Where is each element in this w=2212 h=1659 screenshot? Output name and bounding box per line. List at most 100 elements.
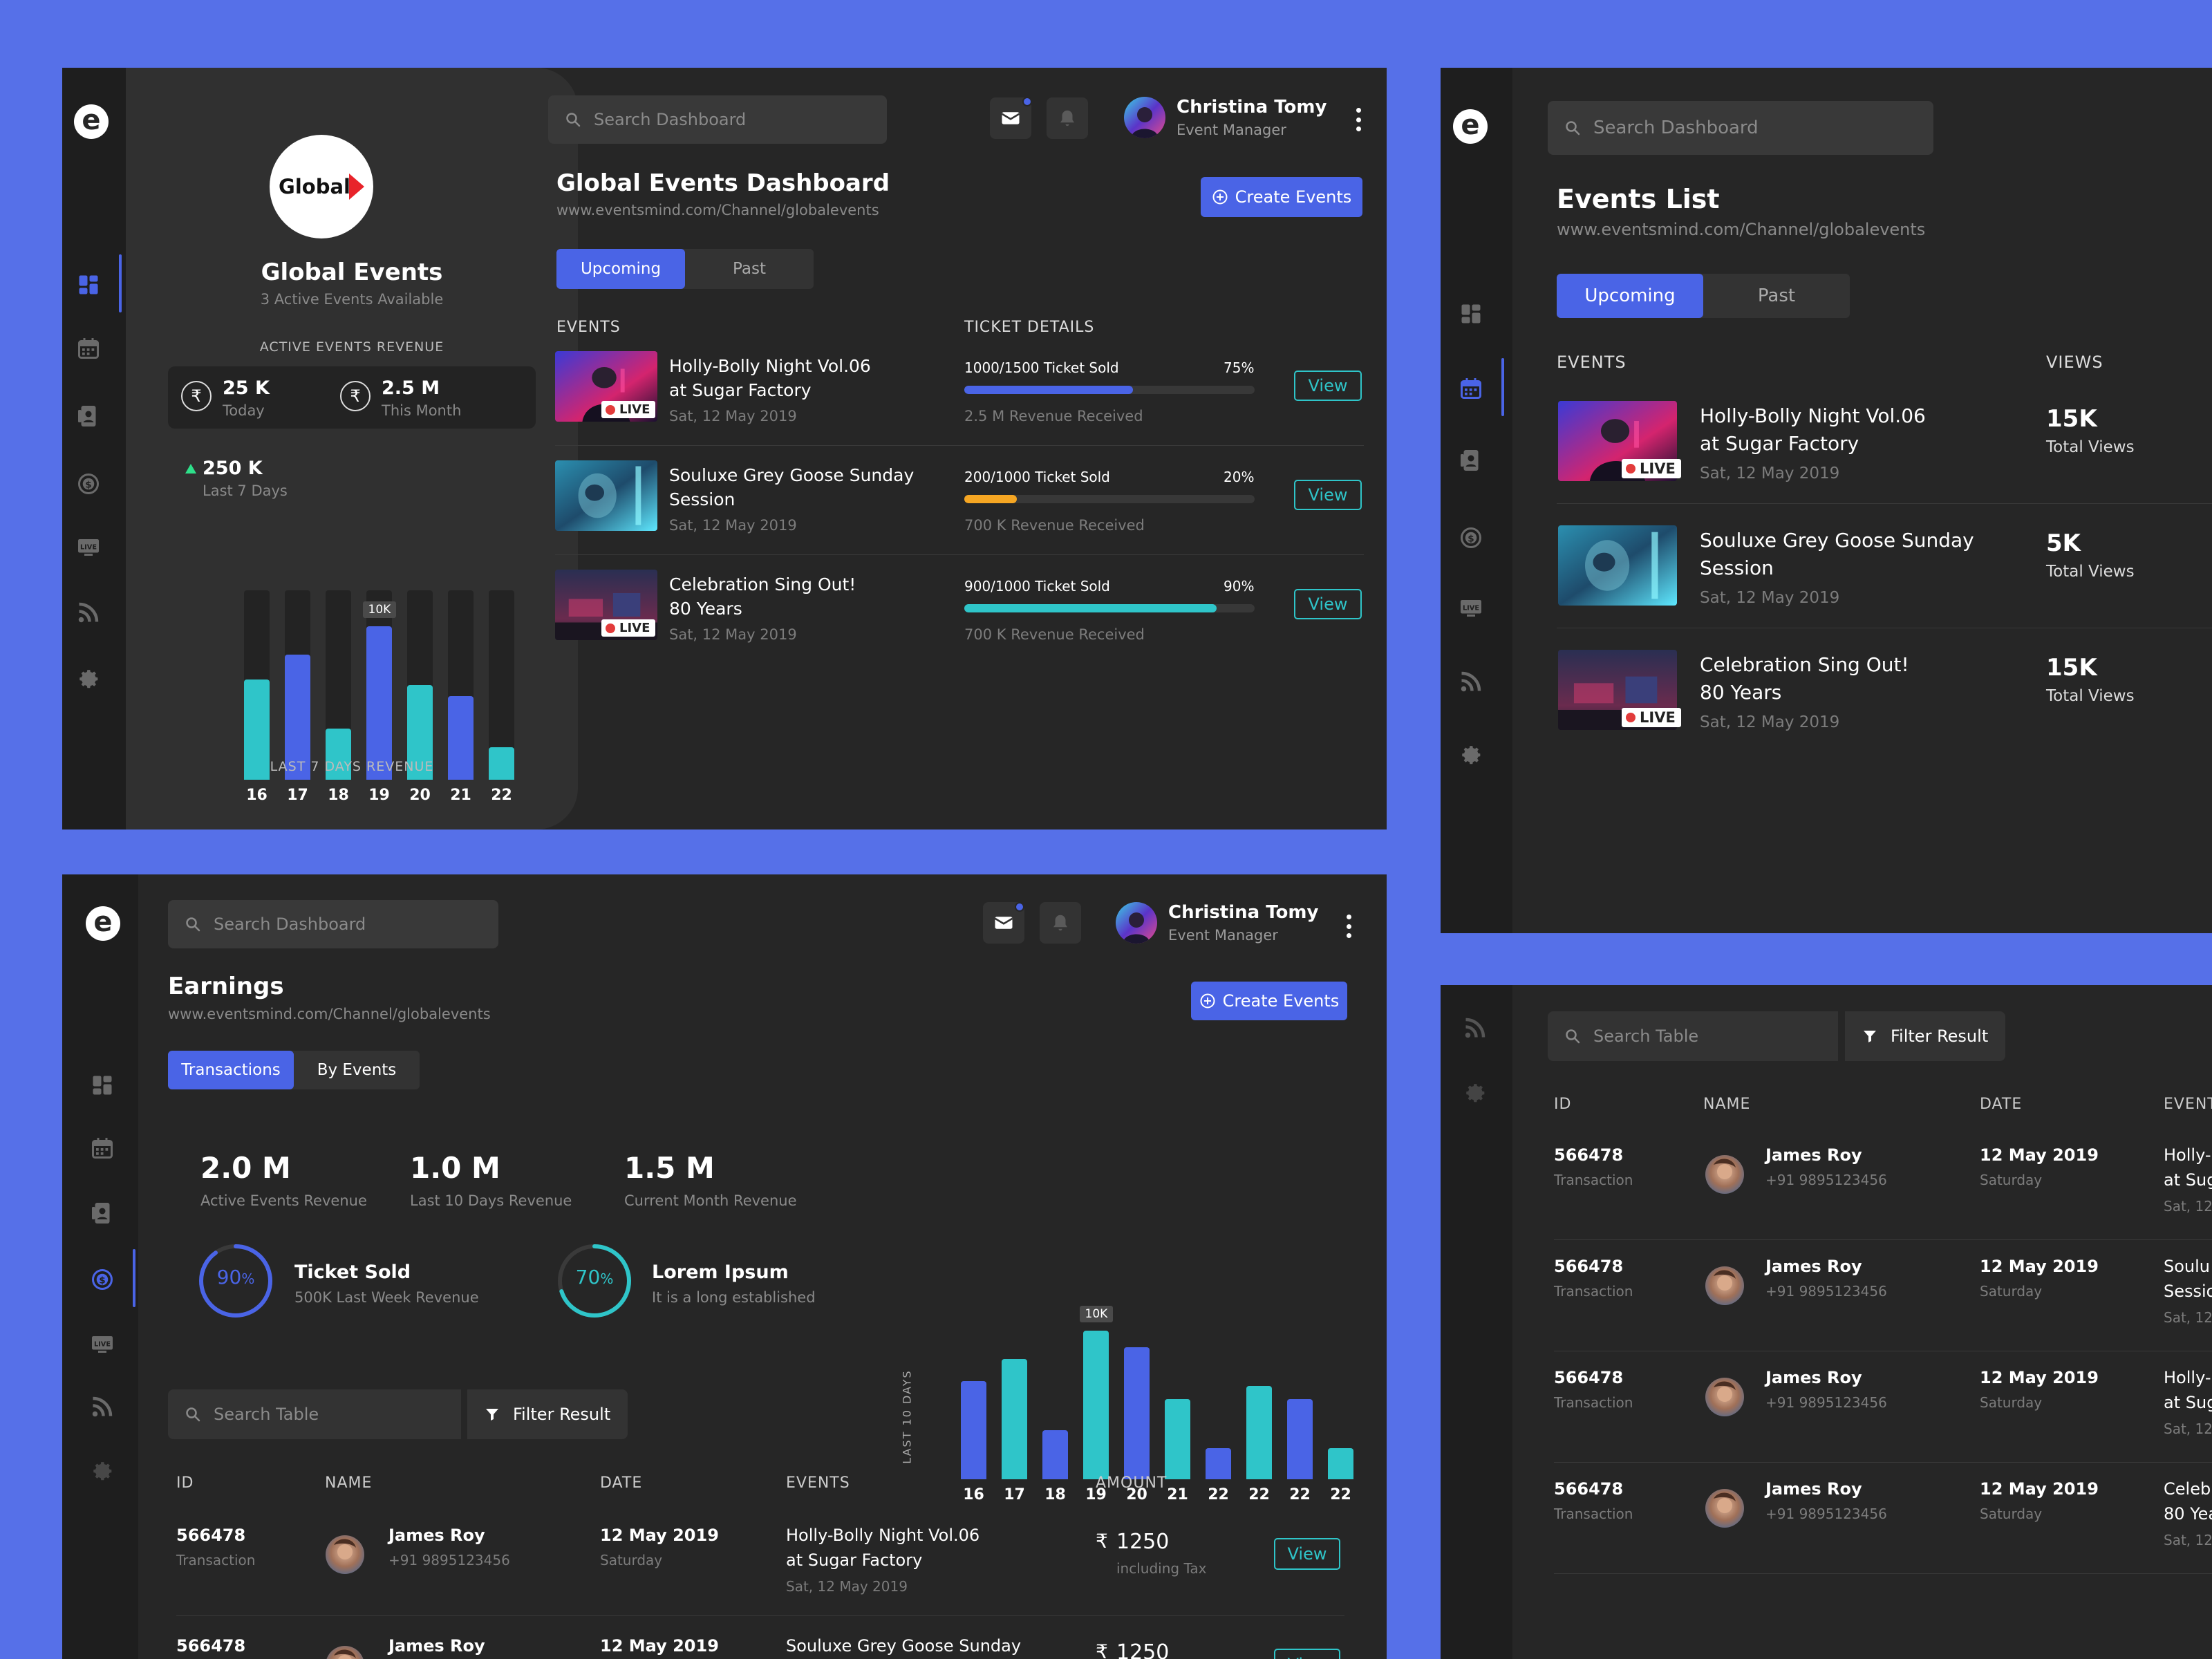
nav-contacts-icon[interactable] bbox=[88, 1199, 116, 1227]
bar[interactable] bbox=[1042, 1430, 1068, 1479]
bar[interactable] bbox=[1246, 1385, 1272, 1479]
search-input[interactable]: Search Dashboard bbox=[1548, 101, 1933, 155]
nav-dashboard-icon[interactable] bbox=[1457, 300, 1485, 328]
view-button[interactable]: View bbox=[1294, 480, 1362, 510]
notifications-button[interactable] bbox=[1047, 97, 1088, 139]
filter-result-button[interactable]: Filter Result bbox=[467, 1389, 628, 1439]
tickets-sold: 200/1000 Ticket Sold bbox=[964, 469, 1110, 485]
bell-icon bbox=[1050, 912, 1071, 933]
col-events: EVENTS bbox=[786, 1474, 850, 1492]
view-button[interactable]: View bbox=[1294, 371, 1362, 401]
filter-result-button[interactable]: Filter Result bbox=[1845, 1011, 2005, 1061]
nav-calendar-icon[interactable] bbox=[75, 335, 102, 362]
bar[interactable] bbox=[1124, 1347, 1150, 1479]
customer-name[interactable]: James Roy bbox=[388, 1526, 485, 1545]
event-name: Holly-Bolly Night Vol.06 bbox=[786, 1526, 980, 1545]
event-thumbnail[interactable] bbox=[1558, 525, 1677, 606]
event-title[interactable]: Celebration Sing Out! bbox=[1700, 653, 1909, 676]
search-input[interactable]: Search Dashboard bbox=[548, 95, 887, 144]
bar[interactable] bbox=[1328, 1447, 1353, 1479]
event-title[interactable]: Souluxe Grey Goose Sunday bbox=[669, 465, 915, 485]
tab-by-events[interactable]: By Events bbox=[317, 1061, 397, 1079]
tab-transactions[interactable]: Transactions bbox=[168, 1051, 294, 1089]
bar[interactable] bbox=[1206, 1447, 1231, 1479]
event-title[interactable]: Souluxe Grey Goose Sunday bbox=[1700, 529, 1974, 552]
bar[interactable] bbox=[244, 679, 270, 780]
nav-rss-icon[interactable] bbox=[1457, 668, 1485, 695]
customer-name[interactable]: James Roy bbox=[1765, 1479, 1862, 1499]
bar[interactable] bbox=[489, 747, 514, 780]
filter-icon bbox=[484, 1406, 500, 1423]
view-button[interactable]: View bbox=[1274, 1538, 1340, 1570]
event-title[interactable]: Celebration Sing Out! bbox=[669, 574, 856, 594]
col-date: DATE bbox=[600, 1474, 643, 1492]
view-button[interactable]: View bbox=[1294, 589, 1362, 619]
view-button[interactable]: View bbox=[1274, 1649, 1340, 1659]
search-icon bbox=[1564, 1028, 1581, 1044]
bar[interactable] bbox=[285, 655, 310, 780]
create-events-button[interactable]: Create Events bbox=[1191, 982, 1347, 1020]
tab-past[interactable]: Past bbox=[733, 260, 766, 278]
bar[interactable] bbox=[1287, 1398, 1313, 1479]
customer-name[interactable]: James Roy bbox=[388, 1636, 485, 1656]
user-avatar[interactable] bbox=[1116, 902, 1157, 944]
txn-date: 12 May 2019 bbox=[1980, 1145, 2099, 1165]
customer-name[interactable]: James Roy bbox=[1765, 1257, 1862, 1276]
nav-calendar-icon[interactable] bbox=[1457, 358, 1504, 416]
nav-contacts-icon[interactable] bbox=[1457, 447, 1485, 474]
search-icon bbox=[1564, 120, 1581, 136]
trend-up-icon bbox=[185, 464, 196, 474]
more-menu-button[interactable] bbox=[1345, 915, 1352, 938]
app-logo[interactable]: e bbox=[74, 104, 109, 139]
app-logo[interactable]: e bbox=[86, 906, 120, 941]
nav-settings-icon[interactable] bbox=[1457, 741, 1485, 769]
x-tick-label: 22 bbox=[1330, 1486, 1351, 1503]
nav-rss-icon[interactable] bbox=[1461, 1014, 1489, 1042]
bar[interactable] bbox=[961, 1381, 986, 1479]
customer-name[interactable]: James Roy bbox=[1765, 1145, 1862, 1165]
event-thumbnail[interactable] bbox=[555, 460, 657, 531]
nav-live-icon[interactable] bbox=[75, 534, 102, 561]
bar[interactable] bbox=[1002, 1358, 1027, 1479]
nav-calendar-icon[interactable] bbox=[88, 1134, 116, 1162]
nav-settings-icon[interactable] bbox=[75, 665, 102, 693]
nav-settings-icon[interactable] bbox=[88, 1457, 116, 1485]
live-label: LIVE bbox=[1640, 709, 1676, 726]
nav-dashboard-icon[interactable] bbox=[75, 254, 122, 312]
bar[interactable] bbox=[326, 729, 351, 780]
bar[interactable] bbox=[407, 685, 433, 780]
bar[interactable] bbox=[448, 696, 474, 780]
table-search-input[interactable]: Search Table bbox=[1548, 1011, 1838, 1061]
customer-phone: +91 9895123456 bbox=[1765, 1394, 1887, 1411]
nav-rss-icon[interactable] bbox=[75, 599, 102, 626]
bar[interactable] bbox=[1165, 1398, 1190, 1479]
nav-earnings-icon[interactable] bbox=[75, 470, 102, 498]
nav-earnings-icon[interactable] bbox=[1457, 524, 1485, 552]
today-value: 25 K bbox=[223, 377, 270, 399]
tab-upcoming[interactable]: Upcoming bbox=[556, 249, 685, 289]
user-avatar[interactable] bbox=[1124, 97, 1165, 138]
event-title[interactable]: Holly-Bolly Night Vol.06 bbox=[1700, 404, 1926, 427]
nav-dashboard-icon[interactable] bbox=[88, 1071, 116, 1099]
nav-earnings-icon[interactable] bbox=[88, 1249, 135, 1307]
event-title[interactable]: Holly-Bolly Night Vol.06 bbox=[669, 356, 871, 376]
nav-live-icon[interactable] bbox=[88, 1331, 116, 1358]
table-search-input[interactable]: Search Table bbox=[168, 1389, 461, 1439]
app-logo[interactable]: e bbox=[1453, 109, 1488, 144]
bar[interactable] bbox=[366, 626, 392, 780]
nav-live-icon[interactable] bbox=[1457, 594, 1485, 622]
tab-upcoming[interactable]: Upcoming bbox=[1557, 274, 1703, 318]
nav-contacts-icon[interactable] bbox=[75, 402, 102, 430]
tab-past[interactable]: Past bbox=[1757, 285, 1796, 306]
search-input[interactable]: Search Dashboard bbox=[168, 900, 498, 948]
customer-name[interactable]: James Roy bbox=[1765, 1368, 1862, 1387]
notifications-button[interactable] bbox=[1040, 902, 1081, 944]
nav-settings-icon[interactable] bbox=[1461, 1079, 1489, 1107]
lorem-ring-label: 70% bbox=[575, 1266, 614, 1288]
bar[interactable] bbox=[1083, 1331, 1109, 1479]
more-menu-button[interactable] bbox=[1355, 108, 1362, 131]
create-events-button[interactable]: Create Events bbox=[1201, 177, 1362, 217]
revenue-received: 2.5 M Revenue Received bbox=[964, 408, 1143, 424]
customer-phone: +91 9895123456 bbox=[1765, 1283, 1887, 1300]
nav-rss-icon[interactable] bbox=[88, 1393, 116, 1421]
